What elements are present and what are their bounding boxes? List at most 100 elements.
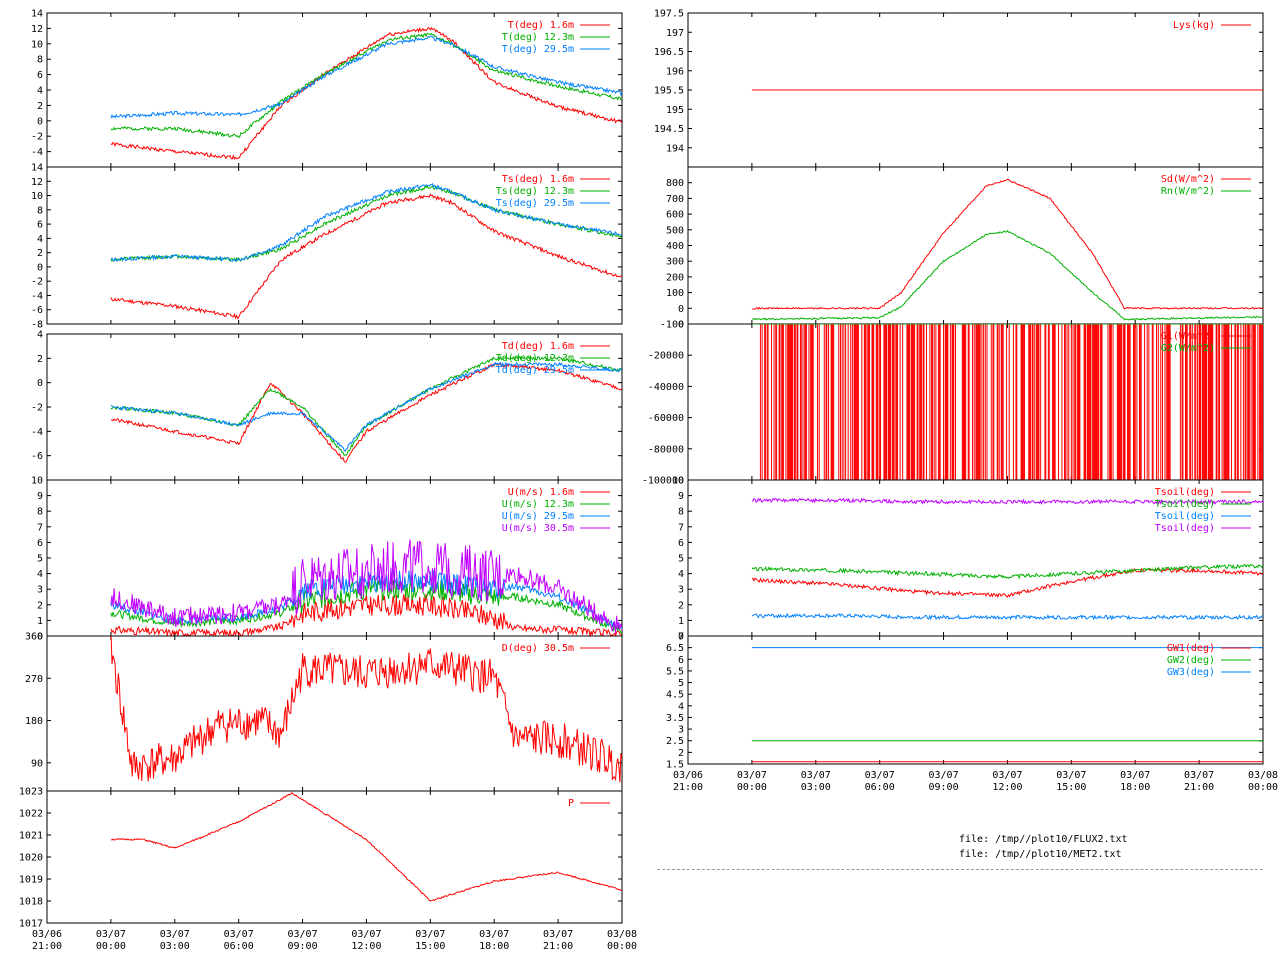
x-tick-date: 03/07 xyxy=(801,770,831,781)
legend-label: Sd(W/m^2) xyxy=(1161,174,1215,185)
series-group xyxy=(751,178,1263,321)
legend-label: Td(deg) 12.3m xyxy=(496,353,574,364)
y-tick-label: 0 xyxy=(37,632,43,643)
y-tick-label: 90 xyxy=(31,758,43,769)
series-group xyxy=(751,647,1263,763)
x-tick-date: 03/06 xyxy=(673,770,703,781)
x-tick-date: 03/07 xyxy=(543,929,573,940)
x-tick-date: 03/07 xyxy=(351,929,381,940)
series-line-radiation-0 xyxy=(751,178,1263,310)
legend-label: Tsoil(deg) xyxy=(1155,511,1215,522)
x-tick-time: 12:00 xyxy=(351,941,381,952)
series-line-wind-speed-3 xyxy=(110,539,622,634)
x-tick-time: 09:00 xyxy=(929,782,959,793)
y-tick-label: 0 xyxy=(678,304,684,315)
x-tick-time: 00:00 xyxy=(96,941,126,952)
x-tick-date: 03/07 xyxy=(96,929,126,940)
y-tick-label: 4 xyxy=(37,330,43,341)
series-group xyxy=(110,791,622,902)
x-tick-date: 03/07 xyxy=(929,770,959,781)
y-tick-label: 600 xyxy=(666,210,684,221)
x-tick-date: 03/07 xyxy=(160,929,190,940)
y-tick-label: 700 xyxy=(666,194,684,205)
legend-label: T(deg) 29.5m xyxy=(502,44,574,55)
series-line-radiation-1 xyxy=(751,229,1263,321)
y-tick-label: 10 xyxy=(672,476,684,487)
x-tick-time: 21:00 xyxy=(673,782,703,793)
legend-label: T(deg) 1.6m xyxy=(508,20,574,31)
y-tick-label: 6.5 xyxy=(666,643,684,654)
x-tick-time: 03:00 xyxy=(160,941,190,952)
y-tick-label: 0 xyxy=(37,262,43,273)
y-tick-label: -60000 xyxy=(648,413,684,424)
y-tick-label: 4 xyxy=(37,234,43,245)
y-tick-label: 10 xyxy=(31,191,43,202)
y-tick-label: 270 xyxy=(25,674,43,685)
legend-label: Ts(deg) 1.6m xyxy=(502,174,574,185)
y-tick-label: 197 xyxy=(666,28,684,39)
y-tick-label: 1017 xyxy=(19,919,43,930)
series-group xyxy=(751,497,1263,621)
x-tick-time: 00:00 xyxy=(737,782,767,793)
series-group xyxy=(110,539,622,636)
y-tick-label: 0 xyxy=(37,378,43,389)
y-tick-label: 6 xyxy=(678,538,684,549)
y-tick-label: 14 xyxy=(31,163,43,174)
y-tick-label: 100 xyxy=(666,288,684,299)
y-tick-label: -8 xyxy=(31,320,43,331)
y-tick-label: 10 xyxy=(31,39,43,50)
series-line-dewpoint-2 xyxy=(110,361,622,453)
panel-lysimeter: 194 194.5 195 195.5 196 196.5 197 197.5 Lys(kg) xyxy=(654,9,1264,168)
y-tick-label: 3.5 xyxy=(666,713,684,724)
y-tick-label: -40000 xyxy=(648,382,684,393)
y-tick-label: 1019 xyxy=(19,875,43,886)
y-tick-label: 2 xyxy=(37,101,43,112)
y-tick-label: 6 xyxy=(678,655,684,666)
x-tick-date: 03/08 xyxy=(1248,770,1278,781)
legend-label: Td(deg) 1.6m xyxy=(502,341,574,352)
panel-frame xyxy=(46,790,623,924)
y-tick-label: 300 xyxy=(666,257,684,268)
y-tick-label: 200 xyxy=(666,272,684,283)
legend-label: Tsoil(deg) xyxy=(1155,487,1215,498)
y-tick-label: 6 xyxy=(37,538,43,549)
y-tick-label: 196 xyxy=(666,66,684,77)
y-tick-label: 1021 xyxy=(19,831,43,842)
legend-label: G2(W/m^2) xyxy=(1161,343,1215,354)
y-tick-label: 2.5 xyxy=(666,736,684,747)
series-line-dewpoint-0 xyxy=(110,362,622,463)
y-tick-label: 194.5 xyxy=(654,124,684,135)
x-tick-date: 03/07 xyxy=(1120,770,1150,781)
panel-wind-direction: 90 180 270 360 D(deg) 30.5m xyxy=(25,632,623,792)
legend-label: D(deg) 30.5m xyxy=(502,643,574,654)
y-tick-label: 8 xyxy=(37,507,43,518)
panel-pressure: 101710181019102010211022102303/0621:0003… xyxy=(19,787,637,953)
y-tick-label: 0 xyxy=(678,320,684,331)
y-tick-label: -4 xyxy=(31,291,43,302)
panel-soil-temperature: 012345678910Tsoil(deg)Tsoil(deg)Tsoil(de… xyxy=(672,476,1264,643)
y-tick-label: 9 xyxy=(678,491,684,502)
y-tick-label: 196.5 xyxy=(654,47,684,58)
y-tick-label: 4 xyxy=(37,86,43,97)
y-tick-label: 2 xyxy=(678,600,684,611)
y-tick-label: -80000 xyxy=(648,444,684,455)
x-tick-time: 15:00 xyxy=(1056,782,1086,793)
y-tick-label: 7 xyxy=(37,522,43,533)
y-tick-label: 1023 xyxy=(19,787,43,798)
series-line-soil-temperature-0 xyxy=(751,567,1263,599)
y-tick-label: 5 xyxy=(678,554,684,565)
x-tick-date: 03/08 xyxy=(607,929,637,940)
panel-temperature: -4 -2 0 2 4 6 8 10 12 14 T(deg) 1.6mT(deg) 12.3mT(… xyxy=(31,9,623,168)
y-tick-label: 1018 xyxy=(19,897,43,908)
y-tick-label: 0 xyxy=(37,116,43,127)
y-tick-label: 4.5 xyxy=(666,690,684,701)
x-tick-date: 03/07 xyxy=(479,929,509,940)
x-tick-time: 18:00 xyxy=(479,941,509,952)
y-tick-label: 3 xyxy=(678,585,684,596)
legend-label: GW1(deg) xyxy=(1167,643,1215,654)
legend-label: U(m/s) 12.3m xyxy=(502,499,574,510)
y-tick-label: -2 xyxy=(31,132,43,143)
series-group xyxy=(110,636,622,783)
y-tick-label: 6 xyxy=(37,220,43,231)
